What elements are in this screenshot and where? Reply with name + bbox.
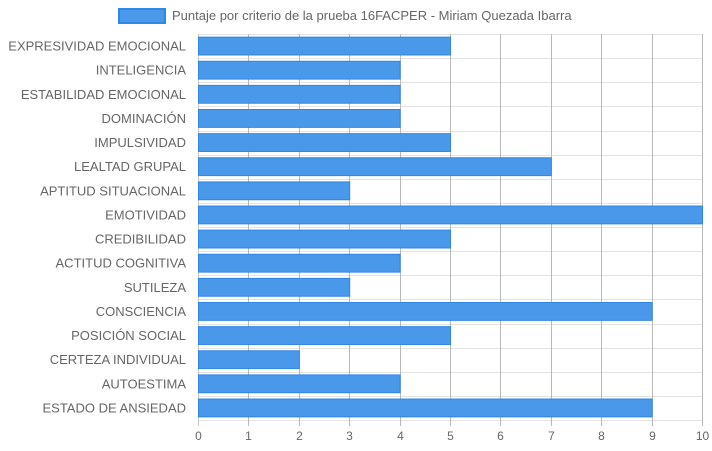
category-label: ESTADO DE ANSIEDAD xyxy=(42,400,186,415)
x-tick-label: 0 xyxy=(195,429,202,443)
category-label: CERTEZA INDIVIDUAL xyxy=(50,352,186,367)
category-label: CREDIBILIDAD xyxy=(95,232,186,247)
legend-label[interactable]: Puntaje por criterio de la prueba 16FACP… xyxy=(172,8,572,23)
category-label: IMPULSIVIDAD xyxy=(94,135,186,150)
category-label: APTITUD SITUACIONAL xyxy=(40,183,186,198)
bar xyxy=(198,84,401,104)
x-tick-label: 10 xyxy=(696,429,710,443)
bar xyxy=(198,302,653,321)
x-tick-label: 9 xyxy=(649,429,656,443)
bar xyxy=(198,350,300,370)
category-label: EXPRESIVIDAD EMOCIONAL xyxy=(8,39,186,54)
x-tick-label: 8 xyxy=(598,429,605,443)
bar xyxy=(198,205,703,225)
category-label: POSICIÓN SOCIAL xyxy=(71,328,186,343)
x-tick-label: 1 xyxy=(245,429,252,443)
bar xyxy=(198,229,451,249)
bar xyxy=(198,277,351,297)
category-label: ACTITUD COGNITIVA xyxy=(56,256,187,271)
category-label: LEALTAD GRUPAL xyxy=(74,159,186,174)
bar xyxy=(198,109,401,128)
category-label: DOMINACIÓN xyxy=(102,111,187,126)
x-tick-label: 7 xyxy=(548,429,555,443)
bar xyxy=(198,253,401,273)
legend-swatch[interactable] xyxy=(118,8,166,24)
x-tick-label: 3 xyxy=(346,429,353,443)
category-label: CONSCIENCIA xyxy=(96,304,187,319)
bar xyxy=(198,326,451,345)
category-label: ESTABILIDAD EMOCIONAL xyxy=(21,87,186,102)
category-label: INTELIGENCIA xyxy=(96,63,187,78)
category-label: SUTILEZA xyxy=(124,280,186,295)
bar xyxy=(198,133,451,152)
x-tick-label: 6 xyxy=(497,429,504,443)
bar xyxy=(198,398,653,418)
bar xyxy=(198,60,401,80)
x-tick-label: 2 xyxy=(296,429,303,443)
bar xyxy=(198,157,552,177)
x-tick-label: 4 xyxy=(397,429,404,443)
x-tick-label: 5 xyxy=(447,429,454,443)
bar xyxy=(198,36,451,56)
category-label: EMOTIVIDAD xyxy=(105,207,186,222)
bar xyxy=(198,181,351,201)
bar xyxy=(198,374,401,394)
category-label: AUTOESTIMA xyxy=(102,376,187,391)
